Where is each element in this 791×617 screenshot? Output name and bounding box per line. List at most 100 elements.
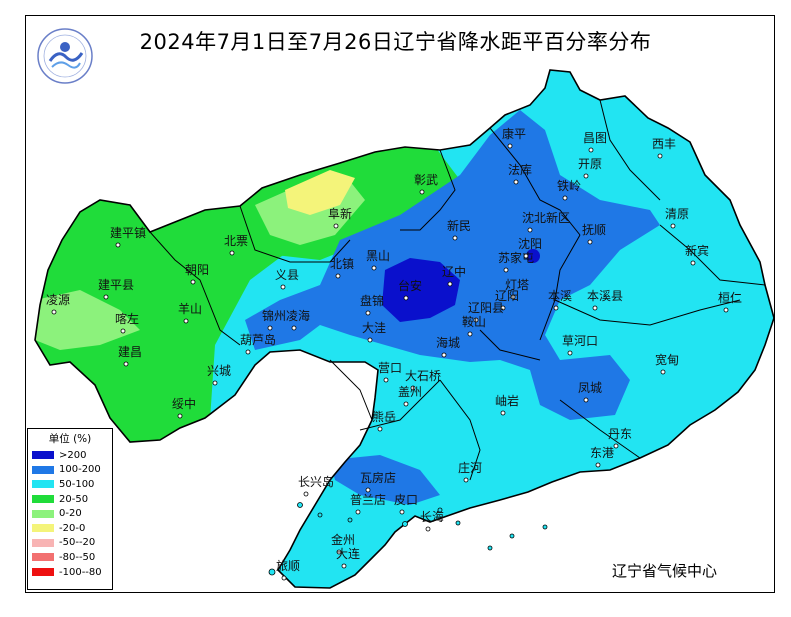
city-label: 彰武 [414,172,438,187]
city-label: 凤城 [578,381,602,395]
legend-item: 100-200 [28,463,112,478]
legend-title: 单位 (%) [48,433,92,445]
city-marker [723,307,729,313]
city-marker [341,563,347,569]
city-marker [583,173,589,179]
city-marker [500,410,506,416]
legend-label: >200 [59,449,87,461]
city-marker [660,369,666,375]
city-marker [410,385,416,391]
city-marker [503,267,509,273]
city-label: 长海 [420,509,444,524]
city-label: 岫岩 [495,393,519,408]
city-boundaries [149,99,766,481]
city-label: 铁岭 [557,179,581,193]
city-marker [553,305,559,311]
city-marker [371,265,377,271]
city-marker [613,443,619,449]
legend-item: 20-50 [28,492,112,507]
legend-label: -20-0 [59,522,86,534]
city-marker [333,223,339,229]
city-label: 皮口 [394,493,418,507]
city-label: 宽甸 [655,352,679,367]
legend-label: -80--50 [59,551,96,563]
legend-label: 100-200 [59,464,101,476]
city-marker [583,397,589,403]
city-marker [513,179,519,185]
city-label: 辽阳县 [468,301,504,315]
city-marker [303,491,309,497]
city-marker [467,331,473,337]
islands [268,502,548,576]
city-marker [377,426,383,432]
legend-swatch [32,451,54,460]
city-label: 黑山 [366,249,390,263]
legend-rows: >200 100-200 50-100 20-50 0-20 -20-0 -50--20 -8… [28,448,112,579]
legend-swatch [32,568,54,577]
legend-item: -80--50 [28,550,112,565]
city-label: 熊岳 [372,409,396,424]
city-label: 草河口 [562,334,598,348]
city-label: 本溪 [548,289,572,303]
city-marker [120,328,126,334]
legend-swatch [32,524,54,533]
city-marker [367,337,373,343]
map-title: 2024年7月1日至7月26日辽宁省降水距平百分率分布 [139,30,652,54]
city-marker [562,195,568,201]
city-label: 鞍山 [462,314,486,329]
city-label: 大石桥 [405,369,441,383]
city-marker [419,189,425,195]
legend-label: -100--80 [59,566,102,578]
city-label: 旅顺 [276,559,300,573]
legend-label: 0-20 [59,508,82,520]
city-marker [403,401,409,407]
city-label: 普兰店 [350,493,386,507]
legend-swatch [32,465,54,474]
city-marker [177,413,183,419]
city-marker [365,310,371,316]
city-marker [190,279,196,285]
city-label: 长兴岛 [298,474,334,489]
zone-0-20-lingyuan [35,290,140,350]
legend-item: 50-100 [28,477,112,492]
legend-item: -100--80 [28,565,112,580]
city-marker [447,281,453,287]
legend-item: 0-20 [28,506,112,521]
city-label: 东港 [590,446,614,460]
city-label: 苏家屯 [498,250,534,265]
city-marker [670,223,676,229]
city-marker [291,325,297,331]
city-marker [425,526,431,532]
city-label: 葫芦岛 [240,332,276,347]
city-label: 抚顺 [582,223,606,237]
city-label: 新民 [447,218,471,233]
city-marker [355,509,361,515]
city-marker [183,318,189,324]
city-label: 丹东 [608,427,632,441]
city-marker [280,284,286,290]
legend-swatch [32,495,54,504]
city-label: 盘锦 [360,293,384,308]
city-label: 兴城 [207,364,231,378]
city-label: 营口 [378,361,402,375]
zone-gt200-shenyang [526,249,540,263]
city-marker [500,305,506,311]
city-label: 北镇 [330,257,354,271]
zone-20-50-west [35,100,290,450]
city-label: 北票 [224,234,248,248]
city-label: 大连 [336,546,360,561]
city-label: 羊山 [178,301,202,316]
city-label: 盖州 [398,385,422,399]
city-label: 昌图 [583,131,607,145]
city-marker [587,239,593,245]
city-label: 辽中 [442,264,466,279]
city-marker [245,349,251,355]
city-label: 新宾 [685,243,709,258]
legend-label: 20-50 [59,493,89,505]
city-label: 锦州 [262,309,286,323]
zone-100-200 [245,110,660,420]
legend-item: -50--20 [28,536,112,551]
